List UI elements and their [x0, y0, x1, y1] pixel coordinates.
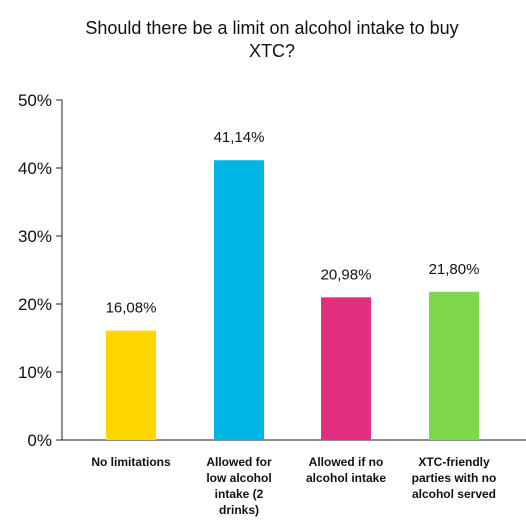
data-label: 16,08%: [106, 300, 157, 317]
x-tick-label: drinks): [219, 503, 259, 517]
bar: [106, 330, 156, 440]
y-tick-label: 40%: [18, 159, 52, 178]
bar: [429, 291, 479, 440]
bar: [214, 160, 264, 441]
x-tick-label: alcohol intake: [306, 471, 386, 485]
x-tick-label: No limitations: [91, 455, 171, 469]
chart-title-line: XTC?: [249, 41, 295, 61]
x-tick-label: alcohol served: [412, 487, 496, 501]
x-tick-label: parties with no: [412, 471, 497, 485]
y-tick-label: 10%: [18, 363, 52, 382]
data-label: 21,80%: [429, 261, 480, 278]
y-tick-label: 20%: [18, 295, 52, 314]
chart-title: Should there be a limit on alcohol intak…: [85, 18, 458, 61]
data-label: 41,14%: [214, 129, 265, 146]
data-label: 20,98%: [321, 266, 372, 283]
y-tick-label: 0%: [27, 431, 52, 450]
y-axis-ticks: 0% 10% 20% 30% 40% 50%: [18, 91, 62, 450]
x-tick-label: XTC-friendly: [418, 455, 490, 469]
data-labels: 16,08% 41,14% 20,98% 21,80%: [106, 129, 480, 316]
y-tick-label: 30%: [18, 227, 52, 246]
x-tick-label: Allowed for: [206, 455, 272, 469]
x-axis-labels: No limitations Allowed for low alcohol inta…: [91, 455, 496, 517]
bar: [321, 297, 371, 440]
y-tick-label: 50%: [18, 91, 52, 110]
x-tick-label: Allowed if no: [309, 455, 384, 469]
x-tick-label: low alcohol: [206, 471, 271, 485]
x-tick-label: intake (2: [215, 487, 264, 501]
chart-title-line: Should there be a limit on alcohol intak…: [85, 18, 458, 38]
bars: [106, 160, 479, 441]
